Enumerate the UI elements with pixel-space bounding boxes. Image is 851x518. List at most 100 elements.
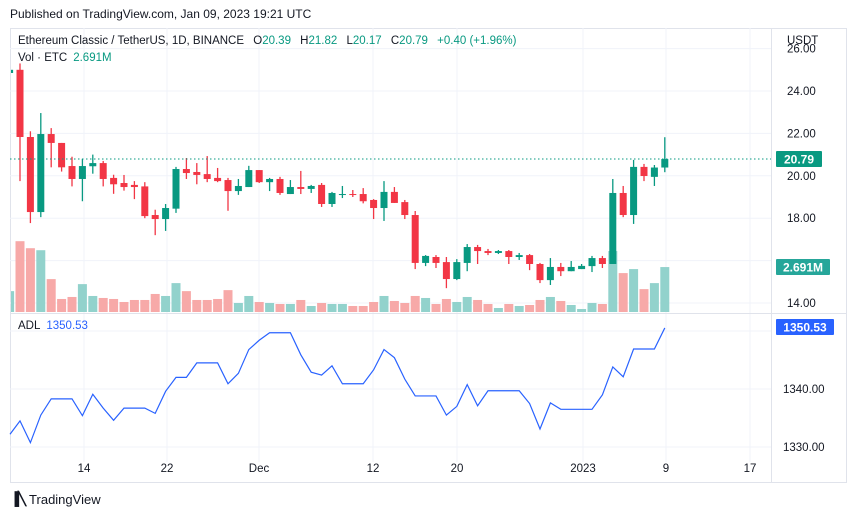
candle-body (214, 177, 222, 182)
adl-series (9, 327, 666, 445)
last-price-tag: 20.79 (776, 151, 822, 168)
candle-body (89, 163, 97, 167)
tradingview-logo-icon: ▐╲ (10, 491, 26, 506)
candle-body (162, 208, 170, 220)
candle-body (557, 266, 565, 272)
volume-bar (410, 295, 420, 312)
symbol-title[interactable]: Ethereum Classic / TetherUS, 1D, BINANCE (18, 35, 245, 47)
candle (650, 164, 658, 186)
volume-bar (285, 303, 295, 312)
candle-body (578, 265, 586, 270)
volume-bar (525, 304, 535, 312)
last-price-tag-text: 20.79 (784, 153, 814, 167)
candle-body (390, 191, 398, 203)
volume-tag-text: 2.691M (783, 261, 823, 275)
candle-body (411, 215, 419, 263)
open-label: O (253, 35, 263, 47)
volume-bar (639, 289, 649, 312)
tradingview-brand[interactable]: ▐╲ TradingView (10, 491, 101, 507)
candle (11, 69, 14, 73)
adl-legend[interactable]: ADL 1350.53 (18, 320, 88, 332)
candle (16, 63, 24, 182)
candle (619, 185, 627, 218)
volume-bar (88, 295, 98, 312)
candle-body (276, 178, 284, 193)
volume-bar (597, 303, 607, 312)
candle-body (474, 247, 482, 252)
volume-bar (192, 299, 202, 312)
open-value: 20.39 (262, 35, 291, 47)
volume-bar (348, 305, 358, 312)
candle (245, 165, 253, 188)
candle (172, 166, 180, 213)
candle (359, 188, 367, 204)
symbol-legend[interactable]: Ethereum Classic / TetherUS, 1D, BINANCE… (18, 35, 516, 47)
volume-bar (306, 305, 316, 312)
candle-body (432, 256, 440, 263)
candle-body (16, 69, 24, 138)
axes[interactable]: 26.00 24.00 22.00 20.00 18.00 14.00 1340.00 133… (78, 44, 834, 475)
candle (120, 174, 128, 191)
candle (37, 113, 45, 218)
candle (89, 154, 97, 174)
time-tick-label: 14 (78, 463, 91, 475)
candle (182, 157, 190, 179)
candle-body (151, 215, 159, 220)
volume-bar (275, 303, 285, 312)
candle-body (99, 163, 107, 179)
candle (453, 259, 461, 281)
candle-body (650, 167, 658, 177)
volume-label: Vol · ETC (18, 52, 68, 64)
candlestick-series (10, 63, 771, 289)
low-value: 20.17 (352, 35, 382, 47)
volume-bar (109, 298, 119, 312)
volume-legend[interactable]: Vol · ETC 2.691M (18, 52, 112, 64)
volume-bar (317, 302, 327, 312)
close-value: 20.79 (399, 35, 428, 47)
candle (224, 177, 232, 211)
volume-bar (67, 296, 77, 312)
candle (276, 176, 284, 195)
volume-bar (608, 251, 618, 312)
volume-bar (379, 295, 389, 312)
volume-bar (431, 303, 441, 312)
candle (318, 183, 326, 207)
candle (463, 244, 471, 272)
candle (141, 182, 149, 219)
candle-body (338, 194, 346, 196)
candle-body (318, 184, 326, 204)
candle-body (234, 185, 242, 192)
candle-body (26, 137, 34, 213)
candle-body (130, 184, 138, 188)
candle-body (609, 192, 617, 264)
adl-tag-text: 1350.53 (783, 321, 827, 335)
volume-bar (129, 299, 139, 312)
candle-body (598, 258, 606, 264)
candle-body (401, 202, 409, 216)
candle (567, 261, 575, 272)
currency-label: USDT (787, 35, 818, 47)
candle (630, 159, 638, 224)
volume-bar (504, 303, 514, 312)
candle (494, 250, 502, 255)
volume-bar (244, 295, 254, 312)
candle (78, 158, 86, 202)
candle (130, 181, 138, 200)
volume-bar (587, 302, 597, 312)
candle-body (515, 255, 523, 257)
candle-body (58, 142, 66, 168)
candle (546, 258, 554, 285)
chart-frame (10, 28, 847, 483)
adl-line (9, 327, 666, 445)
volume-bar (171, 283, 181, 312)
candle (515, 252, 523, 260)
candle-body (588, 258, 596, 267)
candle (286, 180, 294, 195)
volume-value: 2.691M (73, 52, 112, 64)
change-value: +0.40 (+1.96%) (437, 35, 517, 47)
candle-body (370, 199, 378, 209)
grid-lines (10, 28, 771, 462)
volume-bar (223, 290, 233, 312)
candle (557, 262, 565, 277)
